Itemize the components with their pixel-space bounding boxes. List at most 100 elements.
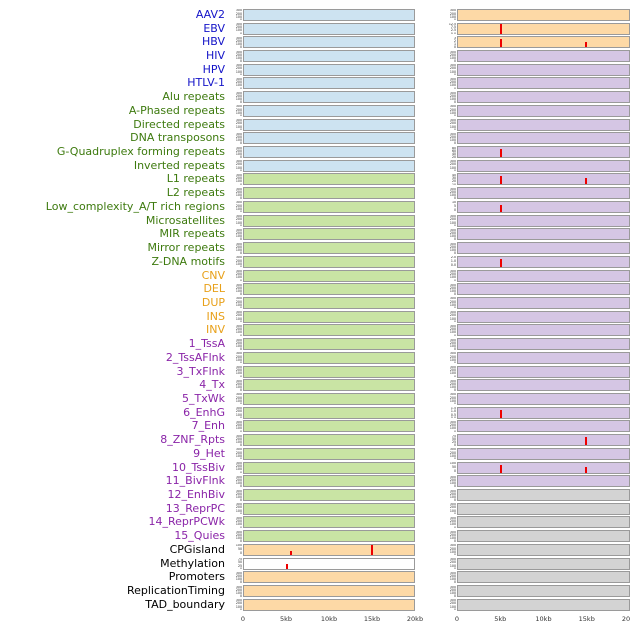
y-axis-ticks: 75 50 25 0 xyxy=(230,558,243,569)
track-panel-left xyxy=(243,269,415,282)
track-panel-right xyxy=(457,324,630,337)
column-gap xyxy=(415,462,443,474)
y-tick-label: 100 xyxy=(235,385,242,390)
track-panel-left xyxy=(243,406,415,419)
y-axis-ticks: 300 200 100 0 xyxy=(230,51,243,62)
y-tick-label: 300 xyxy=(235,64,242,68)
track-panel-left xyxy=(243,146,415,159)
y-tick-label: 1 xyxy=(453,42,456,47)
y-tick-label: 300 xyxy=(449,77,456,81)
y-axis-ticks: 300 200 100 0 xyxy=(443,558,457,569)
track-row: ReplicationTiming 300 200 100 0 300 200 100 0 xyxy=(0,584,630,598)
y-tick-label: 300 xyxy=(235,379,242,383)
y-axis-ticks: 300 200 100 0 xyxy=(443,490,457,501)
y-tick-label: 0 xyxy=(453,72,456,76)
y-tick-label: 100 xyxy=(449,138,456,143)
y-tick-label: 300 xyxy=(235,599,242,603)
y-axis-ticks: 300 200 100 0 xyxy=(230,297,243,308)
y-tick-label: 100 xyxy=(235,357,242,362)
row-label: A-Phased repeats xyxy=(128,104,225,117)
y-tick-label: 0 xyxy=(239,511,242,515)
y-tick-label: 200 xyxy=(449,93,456,98)
y-tick-label: 200 xyxy=(235,52,242,57)
x-tick-label: 0 xyxy=(240,614,246,623)
y-axis-ticks: 300 200 100 0 xyxy=(443,105,457,116)
row-label: AAV2 xyxy=(195,8,225,21)
y-tick-label: 0 xyxy=(453,196,456,199)
track-panel-right xyxy=(457,255,630,268)
signal-spike xyxy=(285,564,288,569)
y-tick-label: 50 xyxy=(237,560,242,565)
x-tick-label: 15kb xyxy=(578,614,595,623)
y-tick-label: 100 xyxy=(449,549,456,554)
y-tick-label: 300 xyxy=(449,105,456,109)
y-tick-label: 300 xyxy=(449,215,456,219)
y-tick-label: 0 xyxy=(239,580,242,583)
track-panel-left xyxy=(243,132,415,145)
y-tick-label: 300 xyxy=(235,50,242,54)
y-tick-label: 200 xyxy=(449,354,456,359)
y-tick-label: 50 xyxy=(451,436,456,441)
y-tick-label: 200 xyxy=(449,601,456,606)
x-tick-label: 15kb xyxy=(363,614,381,623)
y-tick-label: 200 xyxy=(449,532,456,537)
signal-spike xyxy=(499,149,502,158)
y-axis-ticks: 300 200 100 0 xyxy=(443,160,457,171)
y-tick-label: 300 xyxy=(235,530,242,534)
column-gap xyxy=(415,585,443,597)
x-axis-right: 0 5kb 10kb 15kb 20kb xyxy=(455,612,630,628)
y-tick-label: 100 xyxy=(449,481,456,486)
row-label: 6_EnhG xyxy=(183,406,225,419)
y-tick-label: 100 xyxy=(235,330,242,335)
track-row: HIV 300 200 100 0 300 200 100 0 xyxy=(0,49,630,63)
track-row: L2 repeats 300 200 100 0 300 200 100 0 xyxy=(0,186,630,200)
track-panel-right xyxy=(457,489,630,502)
y-tick-label: 300 xyxy=(235,297,242,301)
track-panel-right xyxy=(457,571,630,584)
track-panel-right xyxy=(457,447,630,460)
y-tick-label: 200 xyxy=(235,285,242,290)
track-panel-left xyxy=(243,598,415,611)
y-tick-label: 300 xyxy=(449,544,456,548)
signal-spike xyxy=(499,258,502,267)
y-tick-label: 300 xyxy=(235,270,242,274)
y-tick-label: 0 xyxy=(453,319,456,323)
row-label: TAD_boundary xyxy=(145,598,225,611)
track-panel-right xyxy=(457,296,630,309)
y-tick-label: 200 xyxy=(235,464,242,469)
column-gap xyxy=(415,119,443,131)
x-tick-label: 5kb xyxy=(494,614,507,623)
y-tick-label: 200 xyxy=(449,52,456,57)
y-tick-label: 100 xyxy=(449,234,456,239)
row-label: HIV xyxy=(205,50,225,63)
track-row: G-Quadruplex forming repeats 300 200 100 0 80… xyxy=(0,145,630,159)
signal-spike xyxy=(289,550,292,555)
y-tick-label: 75 xyxy=(451,434,456,438)
y-tick-label: 0 xyxy=(453,511,456,515)
y-tick-label: 200 xyxy=(235,176,242,181)
y-tick-label: 300 xyxy=(235,352,242,356)
column-gap xyxy=(415,50,443,62)
y-tick-label: 300 xyxy=(449,50,456,54)
y-tick-label: 300 xyxy=(235,201,242,205)
y-tick-label: 100 xyxy=(235,275,242,280)
y-tick-label: 1.5 xyxy=(450,407,456,411)
y-tick-label: 300 xyxy=(449,132,456,136)
track-panel-left xyxy=(243,475,415,488)
track-panel-left xyxy=(243,296,415,309)
y-tick-label: 300 xyxy=(235,173,242,177)
track-panel-left xyxy=(243,104,415,117)
track-panel-right xyxy=(457,187,630,200)
y-axis-ticks: 300 200 100 0 xyxy=(230,380,243,391)
y-tick-label: 200 xyxy=(449,272,456,277)
track-panel-left xyxy=(243,351,415,364)
y-tick-label: 200 xyxy=(235,354,242,359)
y-tick-label: 100 xyxy=(235,206,242,211)
track-row: 5_TxWk 300 200 100 0 300 200 100 0 xyxy=(0,392,630,406)
y-tick-label: 300 xyxy=(235,242,242,246)
row-label: 5_TxWk xyxy=(182,392,225,405)
y-tick-label: 0 xyxy=(239,415,242,419)
y-tick-label: 100 xyxy=(449,275,456,280)
y-axis-ticks: 300 200 100 0 xyxy=(443,92,457,103)
y-tick-label: 100 xyxy=(449,124,456,129)
